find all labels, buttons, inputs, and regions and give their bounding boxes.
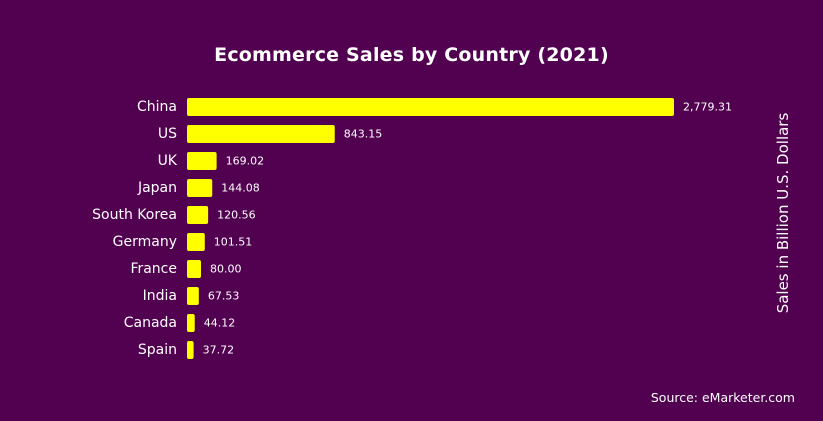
category-label: South Korea (92, 207, 177, 223)
bar (187, 341, 194, 359)
value-label: 44.12 (204, 317, 236, 330)
bar (187, 179, 213, 197)
value-label: 144.08 (221, 182, 260, 195)
category-label: Canada (124, 315, 177, 331)
bar (187, 287, 199, 305)
bar (187, 260, 202, 278)
category-label: France (130, 261, 177, 277)
value-label: 843.15 (344, 128, 383, 141)
value-label: 169.02 (226, 155, 265, 168)
chart-title: Ecommerce Sales by Country (2021) (214, 44, 609, 66)
bar (187, 314, 195, 332)
bar (187, 233, 205, 251)
value-label: 80.00 (210, 263, 242, 276)
y-axis-label-text: Sales in Billion U.S. Dollars (774, 112, 792, 314)
bar (187, 152, 217, 170)
category-label: US (158, 126, 177, 142)
value-label: 37.72 (203, 344, 235, 357)
bar (187, 206, 209, 224)
category-label: Japan (137, 180, 177, 196)
value-label: 120.56 (217, 209, 256, 222)
value-label: 67.53 (208, 290, 240, 303)
bar (187, 98, 674, 116)
source-note: Source: eMarketer.com (650, 390, 795, 405)
category-label: Spain (138, 342, 177, 358)
category-label: UK (158, 153, 178, 169)
category-label: China (137, 99, 177, 115)
value-label: 2,779.31 (683, 101, 732, 114)
category-label: Germany (113, 234, 177, 250)
bar (187, 125, 335, 143)
value-label: 101.51 (214, 236, 253, 249)
category-label: India (143, 288, 177, 304)
